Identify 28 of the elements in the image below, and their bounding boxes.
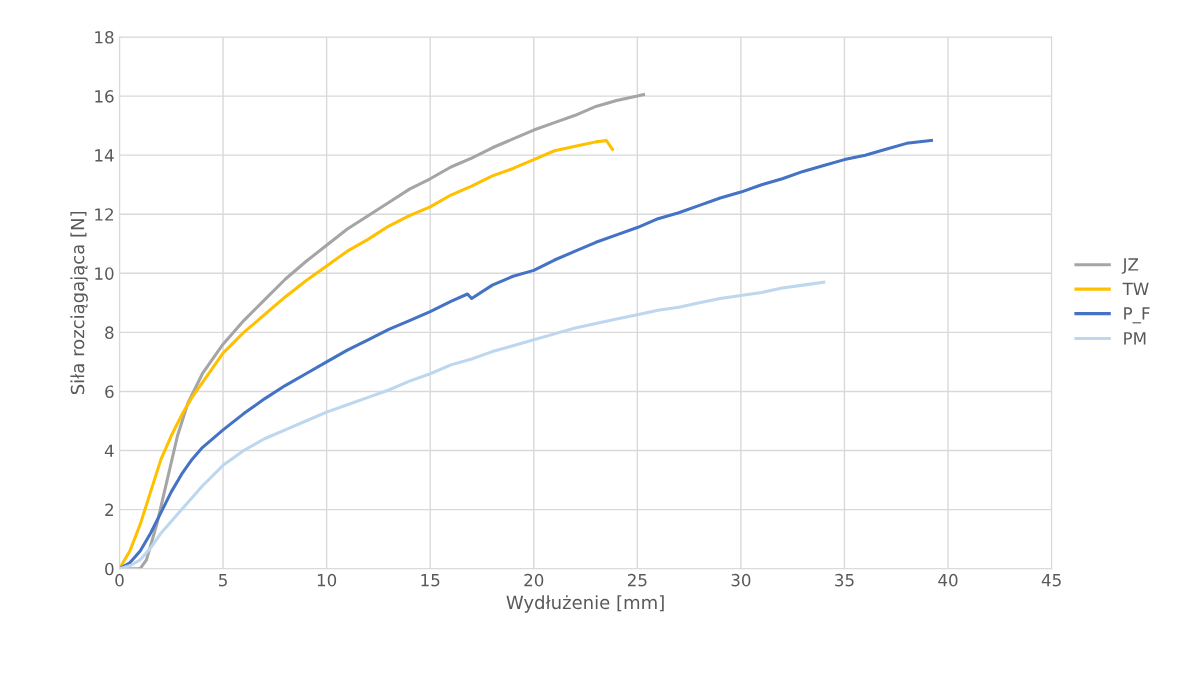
y-axis-title: Siła rozciągająca [N] bbox=[70, 211, 88, 395]
x-tick-label: 35 bbox=[835, 573, 854, 587]
x-tick-label: 5 bbox=[219, 574, 227, 587]
x-tick-label: 40 bbox=[938, 573, 958, 587]
y-tick-label: 12 bbox=[95, 208, 113, 221]
x-axis-title: Wydłużenie [mm] bbox=[506, 595, 664, 613]
y-tick-label: 2 bbox=[105, 503, 113, 516]
x-tick-label: 30 bbox=[731, 573, 751, 587]
x-tick-label: 15 bbox=[421, 574, 440, 587]
x-tick-label: 0 bbox=[115, 573, 124, 587]
y-tick-label: 0 bbox=[105, 562, 114, 576]
x-tick-label: 10 bbox=[317, 573, 337, 587]
y-tick-label: 4 bbox=[104, 444, 114, 457]
x-tick-label: 20 bbox=[524, 573, 544, 587]
x-tick-label: 25 bbox=[627, 573, 647, 587]
line-series bbox=[119, 138, 933, 569]
legend-label: TW bbox=[1122, 282, 1149, 295]
legend-label: P_F bbox=[1124, 307, 1150, 324]
legend-label: JZ bbox=[1121, 258, 1139, 274]
legend-label: PM bbox=[1124, 332, 1146, 345]
x-tick-label: 45 bbox=[1041, 574, 1061, 587]
y-tick-label: 6 bbox=[105, 385, 114, 399]
line-series bbox=[119, 280, 826, 569]
y-tick-label: 18 bbox=[95, 30, 114, 44]
y-tick-label: 8 bbox=[105, 326, 114, 339]
y-tick-label: 16 bbox=[95, 90, 114, 103]
y-tick-label: 14 bbox=[95, 149, 114, 162]
y-tick-label: 10 bbox=[95, 267, 114, 280]
